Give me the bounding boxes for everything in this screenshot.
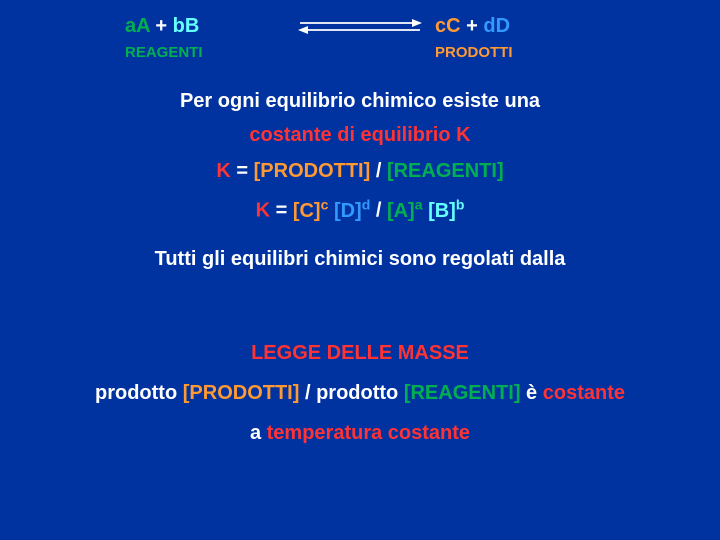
p7-2: / prodotto — [299, 382, 403, 404]
plus-1: + — [150, 15, 173, 37]
equation-right: cC + dD — [435, 15, 595, 38]
term-bB: bB — [173, 15, 200, 37]
K-symbol-2: K — [256, 200, 270, 222]
line-legge-masse: LEGGE DELLE MASSE — [0, 342, 720, 365]
line-intro: Per ogni equilibrio chimico esiste una — [0, 90, 720, 113]
line-K-formula-symbols: K = [C]c [D]d / [A]a [B]b — [0, 196, 720, 223]
equals-2: = — [270, 200, 293, 222]
D-term: [D]d — [334, 200, 370, 222]
labels-row: REAGENTI PRODOTTI — [0, 44, 720, 61]
label-reagenti: REAGENTI — [125, 44, 285, 61]
p7-3: è — [521, 382, 543, 404]
line-regolati: Tutti gli equilibri chimici sono regolat… — [0, 248, 720, 271]
equation-left: aA + bB — [125, 15, 285, 38]
line-temperatura: a temperatura costante — [0, 422, 720, 445]
equilibrium-arrow-icon — [285, 14, 435, 38]
p7-reagenti: [REAGENTI] — [404, 382, 521, 404]
p8-temp: temperatura costante — [267, 422, 470, 444]
C-term: [C]c — [293, 200, 329, 222]
line-prodotto-ratio: prodotto [PRODOTTI] / prodotto [REAGENTI… — [0, 382, 720, 405]
slash-1: / — [370, 160, 387, 182]
K-symbol: K — [216, 160, 230, 182]
A-term: [A]a — [387, 200, 423, 222]
p7-costante: costante — [543, 382, 625, 404]
reagenti-bracket: [REAGENTI] — [387, 160, 504, 182]
term-cC: cC — [435, 15, 461, 37]
equation-row: aA + bB cC + dD — [0, 14, 720, 38]
term-dD: dD — [483, 15, 510, 37]
label-prodotti: PRODOTTI — [435, 44, 595, 61]
equals-1: = — [231, 160, 254, 182]
B-term: [B]b — [428, 200, 464, 222]
line-costante-K: costante di equilibrio K — [0, 124, 720, 147]
plus-2: + — [461, 15, 484, 37]
term-aA: aA — [125, 15, 150, 37]
p7-prodotti: [PRODOTTI] — [183, 382, 300, 404]
slash-2: / — [370, 200, 387, 222]
p7-1: prodotto — [95, 382, 183, 404]
prodotti-bracket: [PRODOTTI] — [254, 160, 371, 182]
line-K-formula-words: K = [PRODOTTI] / [REAGENTI] — [0, 160, 720, 183]
p8-a: a — [250, 422, 267, 444]
